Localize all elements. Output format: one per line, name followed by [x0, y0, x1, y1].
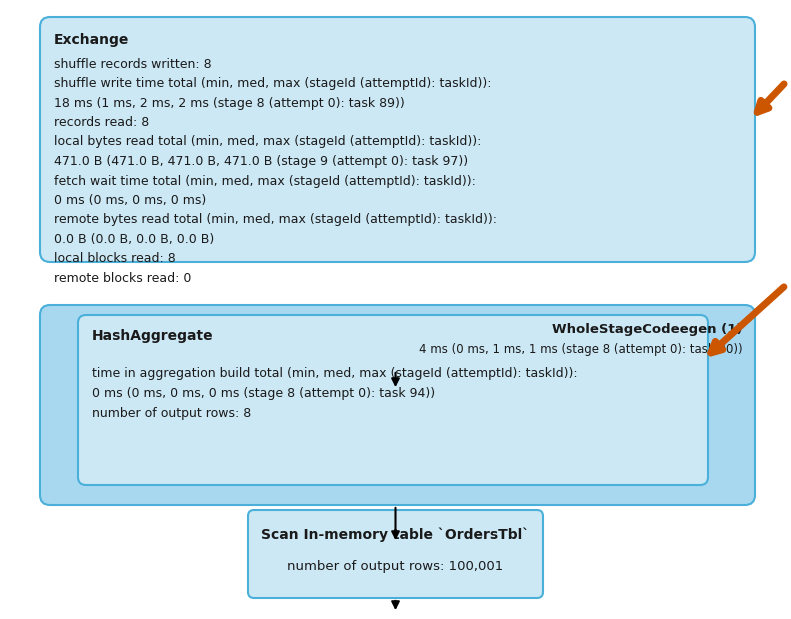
Text: 4 ms (0 ms, 1 ms, 1 ms (stage 8 (attempt 0): task 90)): 4 ms (0 ms, 1 ms, 1 ms (stage 8 (attempt… [419, 343, 743, 356]
Text: 471.0 B (471.0 B, 471.0 B, 471.0 B (stage 9 (attempt 0): task 97)): 471.0 B (471.0 B, 471.0 B, 471.0 B (stag… [54, 155, 468, 168]
Text: 0.0 B (0.0 B, 0.0 B, 0.0 B): 0.0 B (0.0 B, 0.0 B, 0.0 B) [54, 233, 214, 246]
Text: shuffle write time total (min, med, max (stageId (attemptId): taskId)):: shuffle write time total (min, med, max … [54, 77, 491, 90]
Text: 0 ms (0 ms, 0 ms, 0 ms): 0 ms (0 ms, 0 ms, 0 ms) [54, 194, 206, 207]
Text: remote blocks read: 0: remote blocks read: 0 [54, 272, 191, 285]
Text: 18 ms (1 ms, 2 ms, 2 ms (stage 8 (attempt 0): task 89)): 18 ms (1 ms, 2 ms, 2 ms (stage 8 (attemp… [54, 97, 405, 110]
Text: local bytes read total (min, med, max (stageId (attemptId): taskId)):: local bytes read total (min, med, max (s… [54, 136, 482, 149]
FancyBboxPatch shape [40, 17, 755, 262]
Text: 0 ms (0 ms, 0 ms, 0 ms (stage 8 (attempt 0): task 94)): 0 ms (0 ms, 0 ms, 0 ms (stage 8 (attempt… [92, 387, 435, 400]
Text: number of output rows: 100,001: number of output rows: 100,001 [287, 560, 504, 573]
Text: WholeStageCodeegen (1): WholeStageCodeegen (1) [552, 323, 743, 336]
FancyBboxPatch shape [78, 315, 708, 485]
Text: local blocks read: 8: local blocks read: 8 [54, 253, 176, 266]
Text: number of output rows: 8: number of output rows: 8 [92, 407, 252, 420]
Text: shuffle records written: 8: shuffle records written: 8 [54, 58, 212, 71]
Text: Scan In-memory table `OrdersTbl`: Scan In-memory table `OrdersTbl` [261, 528, 530, 542]
Text: HashAggregate: HashAggregate [92, 329, 214, 343]
Text: records read: 8: records read: 8 [54, 116, 149, 129]
Text: remote bytes read total (min, med, max (stageId (attemptId): taskId)):: remote bytes read total (min, med, max (… [54, 214, 497, 227]
Text: Exchange: Exchange [54, 33, 130, 47]
Text: fetch wait time total (min, med, max (stageId (attemptId): taskId)):: fetch wait time total (min, med, max (st… [54, 175, 476, 188]
FancyBboxPatch shape [40, 305, 755, 505]
FancyBboxPatch shape [248, 510, 543, 598]
Text: time in aggregation build total (min, med, max (stageId (attemptId): taskId)):: time in aggregation build total (min, me… [92, 367, 577, 380]
